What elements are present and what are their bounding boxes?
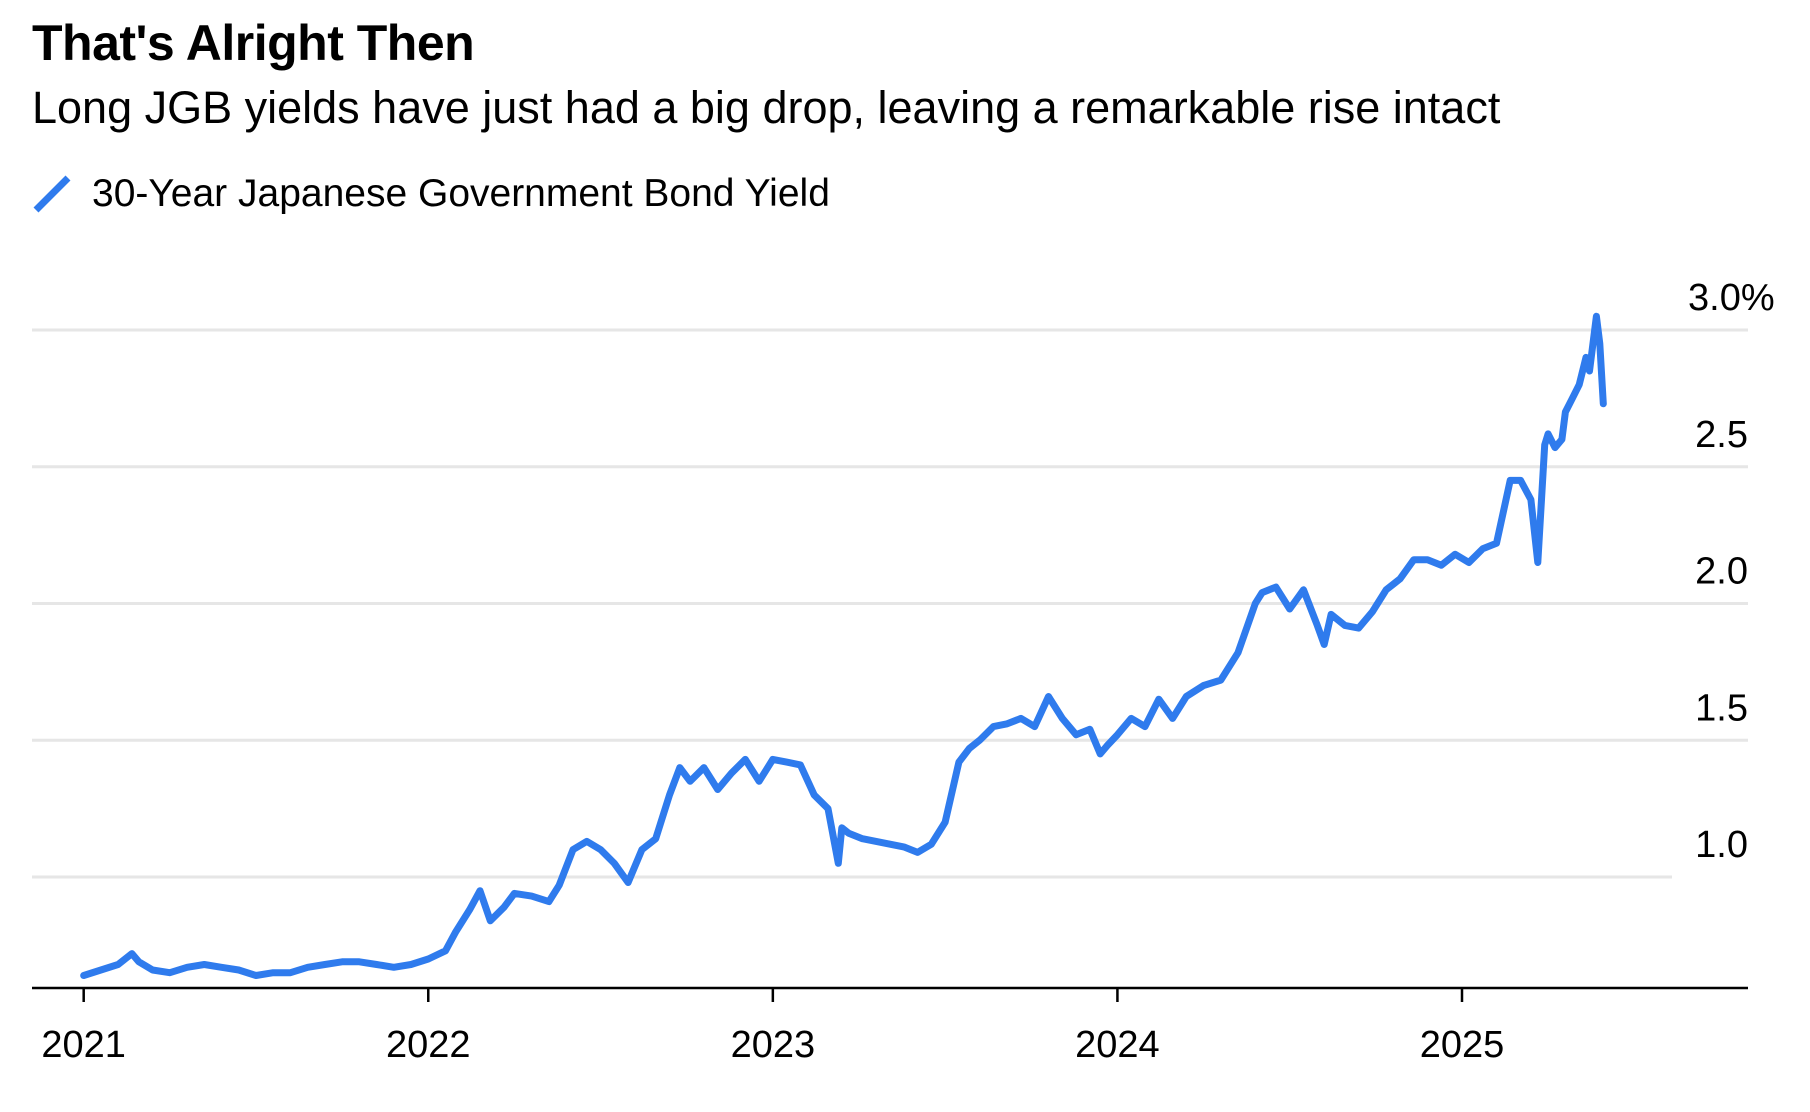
diagonal-line-icon	[33, 175, 71, 213]
y-tick-label: 1.5	[1695, 687, 1748, 729]
y-tick-label: 2.0	[1695, 551, 1748, 593]
chart-subtitle: Long JGB yields have just had a big drop…	[32, 82, 1501, 133]
x-tick-label: 2024	[1075, 1024, 1160, 1066]
legend: 30-Year Japanese Government Bond Yield	[32, 172, 830, 216]
y-tick-label: 3.0%	[1688, 277, 1775, 319]
y-tick-label: 2.5	[1695, 414, 1748, 456]
x-tick-label: 2025	[1420, 1024, 1505, 1066]
series-line	[80, 312, 1607, 979]
chart-title: That's Alright Then	[32, 15, 475, 71]
y-tick-label: 1.0	[1695, 824, 1748, 866]
x-tick-label: 2023	[731, 1024, 816, 1066]
x-tick-label: 2022	[386, 1024, 471, 1066]
x-tick-label: 2021	[41, 1024, 126, 1066]
legend-label: 30-Year Japanese Government Bond Yield	[92, 172, 830, 215]
